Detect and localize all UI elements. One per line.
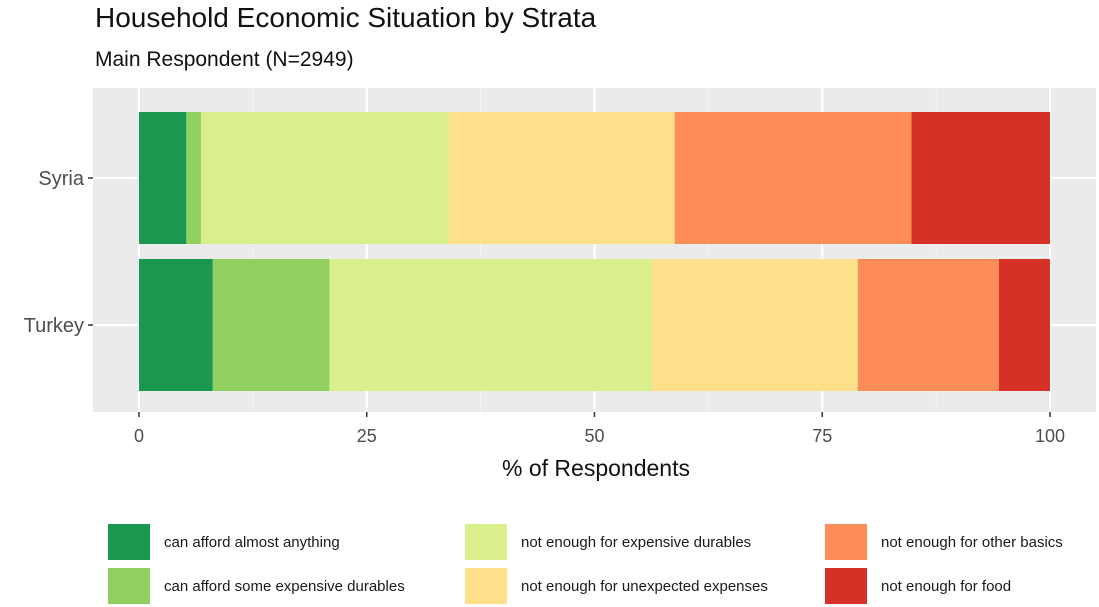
bar-segment [212, 259, 330, 391]
legend-label: can afford some expensive durables [164, 577, 405, 595]
legend-item: not enough for other basics [825, 524, 1063, 560]
legend-label: not enough for unexpected expenses [521, 577, 768, 595]
legend-swatch [108, 524, 150, 560]
chart-title: Household Economic Situation by Strata [95, 2, 597, 33]
bar-segment [674, 112, 912, 244]
y-tick-label: Syria [38, 168, 84, 190]
bar-segment [329, 259, 652, 391]
bar-segment [448, 112, 675, 244]
bar-segment [651, 259, 858, 391]
legend-swatch [108, 568, 150, 604]
legend-swatch [825, 568, 867, 604]
legend-item: not enough for food [825, 568, 1011, 604]
legend-label: not enough for food [881, 577, 1012, 595]
legend-label: not enough for expensive durables [521, 533, 752, 551]
bar-segment [139, 259, 213, 391]
bar-segment [857, 259, 999, 391]
x-tick-label: 25 [357, 426, 377, 446]
x-tick-label: 0 [134, 426, 144, 446]
legend: can afford almost anything can afford som… [108, 524, 1098, 604]
bar-segment [911, 112, 1050, 244]
x-tick-label: 100 [1035, 426, 1065, 446]
chart-subtitle: Main Respondent (N=2949) [95, 48, 354, 71]
legend-swatch [465, 524, 507, 560]
x-axis-label: % of Respondents [502, 455, 690, 481]
legend-item: can afford almost anything [108, 524, 340, 560]
legend-swatch [825, 524, 867, 560]
bar-segment [200, 112, 449, 244]
legend-item: not enough for unexpected expenses [465, 568, 768, 604]
bar-segment [139, 112, 187, 244]
legend-swatch [465, 568, 507, 604]
x-tick-label: 75 [812, 426, 832, 446]
x-tick-label: 50 [584, 426, 604, 446]
bar-segment [186, 112, 201, 244]
y-tick-label: Turkey [24, 315, 84, 337]
bar-segment [998, 259, 1050, 391]
legend-item: not enough for expensive durables [465, 524, 751, 560]
legend-label: can afford almost anything [164, 533, 340, 551]
legend-label: not enough for other basics [881, 533, 1063, 551]
legend-item: can afford some expensive durables [108, 568, 405, 604]
